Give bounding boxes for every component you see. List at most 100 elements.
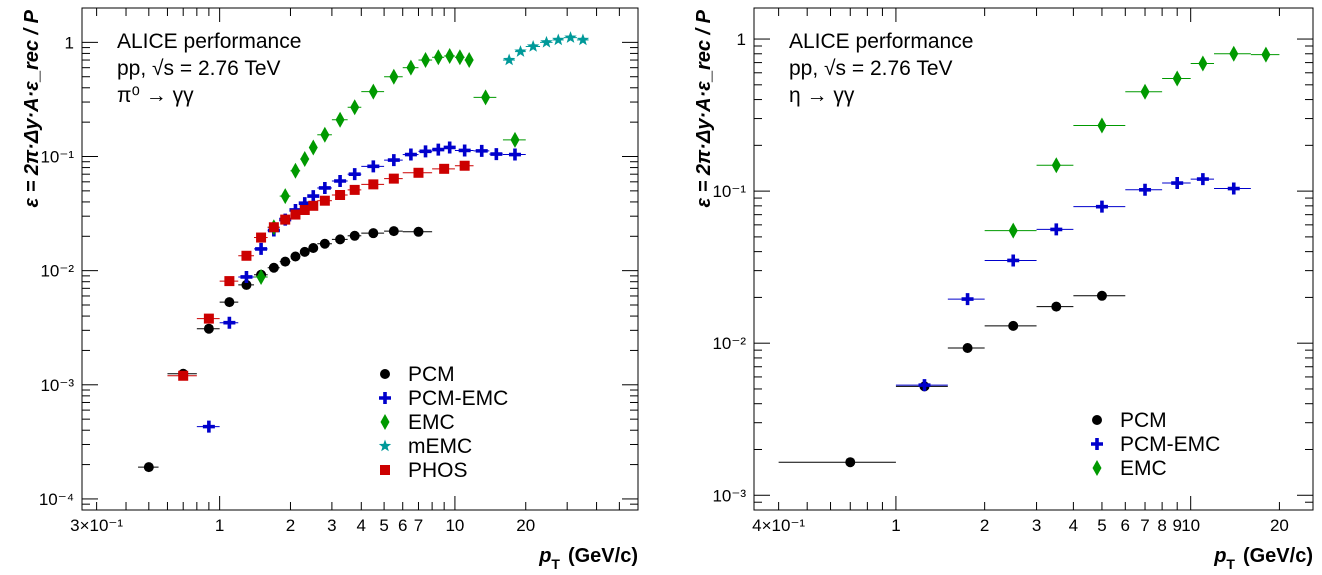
annotation-text: ALICE performance xyxy=(117,30,301,53)
data-point xyxy=(319,195,330,206)
legend-label: PCM xyxy=(408,363,455,386)
data-point xyxy=(318,181,331,194)
data-point xyxy=(845,457,856,468)
data-point xyxy=(335,111,345,128)
x-tick-label: 3 xyxy=(327,516,336,535)
legend-marker xyxy=(378,439,392,452)
data-point xyxy=(299,204,310,215)
data-point xyxy=(319,238,330,249)
x-axis-label: pT (GeV/c) xyxy=(1213,545,1313,572)
data-point xyxy=(240,270,253,283)
data-point xyxy=(300,151,310,168)
data-point xyxy=(290,162,300,179)
data-point xyxy=(203,313,214,324)
data-point xyxy=(1229,45,1239,62)
minor-ticks xyxy=(754,8,1313,511)
data-point xyxy=(350,99,360,116)
y-tick-label: 1 xyxy=(737,30,746,49)
eta-efficiency-panel: 4×10⁻¹ 1 2 3 4 5 6 7 8 9 10 20 10⁻³ 10⁻² 10⁻¹ 1 pT (GeV/c… xyxy=(693,7,1314,572)
data-point xyxy=(1096,290,1107,301)
y-axis-label: ε = 2π·Δy·A·ε_rec / P xyxy=(693,9,715,207)
annotation-text: pp, √s = 2.76 TeV xyxy=(117,57,281,80)
legend-marker xyxy=(1091,438,1103,450)
legend-label: mEMC xyxy=(408,435,472,458)
data-point xyxy=(280,188,290,205)
data-point xyxy=(368,83,378,100)
data-point xyxy=(335,234,346,245)
data-point xyxy=(280,214,291,225)
pi0-efficiency-panel: 3×10⁻¹ 1 2 3 4 5 6 7 10 20 10⁻⁴ 10⁻³ 10⁻² 10⁻¹ 1 pT (GeV… xyxy=(21,7,639,572)
data-point xyxy=(320,126,330,143)
legend-marker xyxy=(380,369,390,379)
x-tick-label: 4 xyxy=(1069,516,1078,535)
data-point xyxy=(552,33,565,46)
data-point xyxy=(406,59,416,76)
y-tick-label: 10⁻¹ xyxy=(712,182,746,201)
data-point xyxy=(387,154,400,167)
legend-marker xyxy=(379,392,391,404)
data-point xyxy=(1097,117,1107,134)
plot-frame xyxy=(81,7,639,511)
series-pcm xyxy=(778,290,1126,468)
data-point xyxy=(224,297,235,308)
data-point xyxy=(1008,222,1018,239)
annotation-text: η → γγ xyxy=(789,84,855,107)
data-point xyxy=(1140,83,1150,100)
data-point xyxy=(526,39,540,52)
x-tick-label: 7 xyxy=(1140,516,1149,535)
y-tick-label: 10⁻⁴ xyxy=(39,490,74,509)
data-point xyxy=(268,262,279,273)
data-point xyxy=(388,226,399,237)
data-point xyxy=(475,144,488,157)
data-point xyxy=(421,52,431,69)
data-point xyxy=(256,268,266,285)
data-point xyxy=(143,462,154,473)
data-point xyxy=(203,323,214,334)
data-point xyxy=(1171,177,1184,190)
legend-label: PCM-EMC xyxy=(1120,433,1220,456)
series-memc xyxy=(502,31,590,66)
legend-label: PCM xyxy=(1120,409,1167,432)
legend-label: PCM-EMC xyxy=(408,387,508,410)
data-point xyxy=(223,316,236,329)
data-point xyxy=(1050,223,1063,236)
data-point xyxy=(961,293,974,306)
x-tick-label: 20 xyxy=(1270,516,1289,535)
data-point xyxy=(367,160,380,173)
data-point xyxy=(241,279,252,290)
data-point xyxy=(389,68,399,85)
data-point xyxy=(1007,254,1020,267)
series-phos xyxy=(167,160,474,381)
x-tick-label: 6 xyxy=(398,516,407,535)
data-point xyxy=(439,163,450,174)
data-point xyxy=(576,33,590,46)
annotation-text: pp, √s = 2.76 TeV xyxy=(789,57,953,80)
x-tick-label: 20 xyxy=(516,516,535,535)
data-point xyxy=(413,226,424,237)
data-point xyxy=(1051,157,1061,174)
x-tick-label: 8 xyxy=(1157,516,1166,535)
data-point xyxy=(540,35,553,48)
data-point xyxy=(368,228,379,239)
data-point xyxy=(490,148,503,161)
x-tick-label: 1 xyxy=(215,516,224,535)
data-point xyxy=(445,47,455,64)
x-tick-label: 2 xyxy=(286,516,295,535)
x-tick-label: 10 xyxy=(445,516,464,535)
data-point xyxy=(481,89,491,106)
data-point xyxy=(1227,182,1240,195)
data-point xyxy=(413,167,424,178)
data-point xyxy=(1172,70,1182,87)
data-point xyxy=(298,197,311,210)
data-point xyxy=(178,370,189,381)
data-point xyxy=(241,250,252,261)
y-tick-label: 1 xyxy=(65,33,74,52)
series-pcm-emc xyxy=(196,141,526,433)
data-point xyxy=(443,141,456,154)
y-tick-label: 10⁻¹ xyxy=(40,148,74,167)
x-tick-label: 7 xyxy=(414,516,423,535)
data-point xyxy=(455,49,465,66)
x-tick-label: 3 xyxy=(1032,516,1041,535)
x-tick-label: 6 xyxy=(1121,516,1130,535)
